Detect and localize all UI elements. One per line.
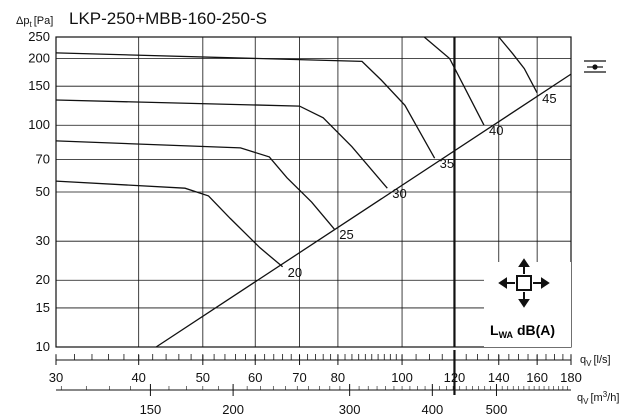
m3h-tick-label: 400 xyxy=(421,402,443,417)
axis-ticks: 30 40 50 60 70 80 100 120 140 160 180 10 15 20 30 50 70 1… xyxy=(28,29,582,385)
ls-axis-label: qV [l/s] xyxy=(580,354,611,368)
m3h-axis-label: qV [m3/h] xyxy=(577,390,619,406)
y-tick-label: 100 xyxy=(28,117,50,132)
y-tick-label: 70 xyxy=(36,152,50,167)
arrow-up-icon xyxy=(518,258,530,274)
curve-20 xyxy=(55,180,284,268)
arrow-down-icon xyxy=(518,292,530,308)
legend-box: LWA dB(A) xyxy=(484,258,571,347)
y-tick-label: 200 xyxy=(28,50,50,65)
x-tick-label: 30 xyxy=(49,370,63,385)
m3h-tick-label: 200 xyxy=(222,402,244,417)
damper-symbol-icon xyxy=(584,60,606,73)
curve-35 xyxy=(55,52,436,159)
y-tick-label: 10 xyxy=(36,339,50,354)
x-tick-label: 160 xyxy=(526,370,548,385)
curve-40 xyxy=(423,36,485,126)
x-tick-label: 50 xyxy=(196,370,210,385)
duct-square-icon xyxy=(516,275,532,291)
legend-label: LWA dB(A) xyxy=(490,322,555,340)
curve-label-25: 25 xyxy=(339,227,353,242)
arrow-right-icon xyxy=(533,277,550,289)
x-tick-label: 120 xyxy=(444,370,466,385)
x-tick-label: 80 xyxy=(331,370,345,385)
system-line xyxy=(155,73,572,348)
curve-label-20: 20 xyxy=(288,265,302,280)
y-tick-label: 150 xyxy=(28,78,50,93)
y-tick-label: 250 xyxy=(28,29,50,44)
curve-label-45: 45 xyxy=(542,91,556,106)
arrow-left-icon xyxy=(498,277,515,289)
ls-axis xyxy=(55,354,572,365)
m3h-tick-label: 500 xyxy=(486,402,508,417)
curve-25 xyxy=(55,140,335,230)
x-tick-label: 40 xyxy=(131,370,145,385)
plot-frame xyxy=(55,36,572,348)
m3h-tick-label: 150 xyxy=(140,402,162,417)
x-tick-label: 140 xyxy=(488,370,510,385)
chart-title: LKP-250+MBB-160-250-S xyxy=(69,9,267,28)
x-tick-label: 180 xyxy=(560,370,582,385)
y-axis-label: Δpt [Pa] xyxy=(16,15,53,29)
curves: 20 25 30 35 40 45 xyxy=(55,36,572,348)
y-tick-label: 15 xyxy=(36,300,50,315)
m3h-axis: 150 200 300 400 500 xyxy=(60,384,568,417)
y-tick-label: 30 xyxy=(36,233,50,248)
curve-label-30: 30 xyxy=(392,186,406,201)
curve-label-40: 40 xyxy=(489,123,503,138)
curve-45 xyxy=(498,36,538,94)
curve-label-35: 35 xyxy=(440,156,454,171)
y-tick-label: 50 xyxy=(36,184,50,199)
x-tick-label: 100 xyxy=(391,370,413,385)
y-tick-label: 20 xyxy=(36,272,50,287)
x-tick-label: 70 xyxy=(292,370,306,385)
x-tick-label: 60 xyxy=(248,370,262,385)
m3h-tick-label: 300 xyxy=(339,402,361,417)
curve-30 xyxy=(55,99,388,189)
